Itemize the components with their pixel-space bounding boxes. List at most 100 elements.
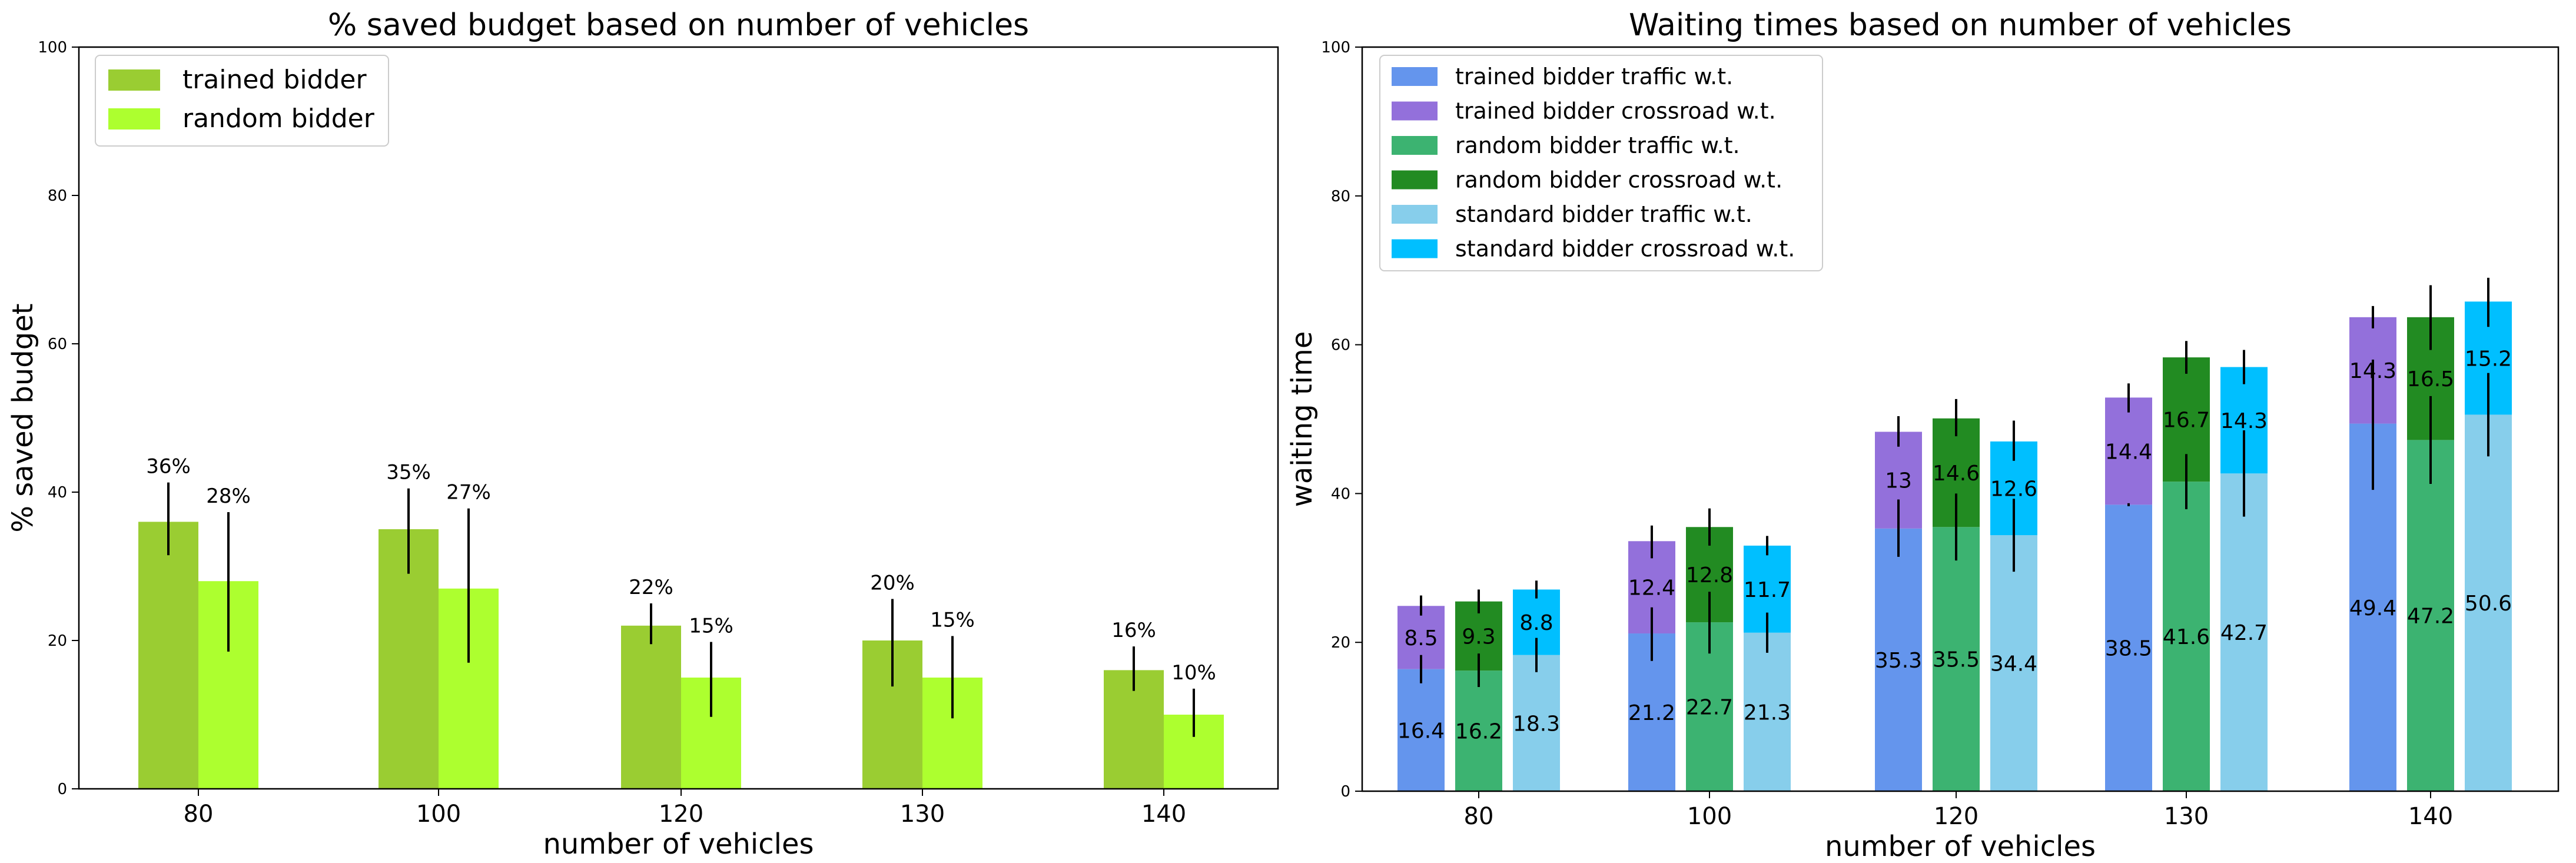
- right-crossroad-value-label: 14.4: [2105, 440, 2152, 464]
- right-bar-random-traffic: [1933, 527, 1980, 791]
- right-ytick-label: 80: [1331, 188, 1350, 205]
- left-ytick-label: 20: [48, 632, 67, 650]
- left-legend-label: random bidder: [182, 104, 375, 134]
- left-title: % saved budget based on number of vehicl…: [328, 8, 1029, 43]
- left-legend-label: trained bidder: [182, 65, 367, 95]
- left-legend-swatch: [108, 69, 160, 91]
- right-ytick-label: 60: [1331, 337, 1350, 354]
- right-traffic-value-label: 34.4: [1990, 652, 2037, 676]
- right-crossroad-value-label: 16.5: [2407, 367, 2454, 391]
- right-xtick-label: 130: [2164, 803, 2209, 830]
- right-traffic-value-label: 47.2: [2407, 605, 2454, 629]
- right-crossroad-value-label: 13: [1885, 469, 1912, 493]
- right-legend-swatch: [1392, 101, 1438, 121]
- right-xtick-label: 80: [1464, 803, 1494, 830]
- right-legend-label: standard bidder traffic w.t.: [1455, 201, 1752, 227]
- right-bar-trained-crossroad: [2105, 397, 2152, 505]
- right-crossroad-value-label: 16.7: [2163, 409, 2210, 433]
- right-chart-waiting-times: Waiting times based on number of vehicle…: [1286, 8, 2560, 863]
- right-crossroad-value-label: 14.6: [1933, 462, 1980, 486]
- left-bar-trained: [138, 522, 198, 789]
- left-data-label: 16%: [1111, 619, 1156, 642]
- left-axes-frame: [78, 46, 1279, 790]
- right-traffic-value-label: 50.6: [2465, 592, 2512, 616]
- left-data-label: 35%: [386, 461, 431, 484]
- left-ytick-label: 100: [38, 39, 67, 57]
- right-xtick-label: 100: [1687, 803, 1732, 830]
- right-xlabel: number of vehicles: [1825, 830, 2096, 863]
- right-legend-label: random bidder crossroad w.t.: [1455, 167, 1782, 193]
- right-traffic-value-label: 22.7: [1686, 696, 1733, 720]
- right-bar-standard-traffic: [1744, 632, 1791, 791]
- right-bar-random-traffic: [2407, 440, 2454, 791]
- left-xtick-label: 80: [184, 801, 214, 828]
- left-data-label: 36%: [146, 455, 191, 479]
- left-xtick-label: 100: [416, 801, 461, 828]
- right-legend-swatch: [1392, 136, 1438, 155]
- right-legend-box: [1379, 55, 1823, 271]
- right-traffic-value-label: 16.2: [1455, 720, 1502, 744]
- left-chart-budget: % saved budget based on number of vehicl…: [6, 8, 1279, 861]
- right-legend-label: random bidder traffic w.t.: [1455, 132, 1740, 158]
- right-traffic-value-label: 49.4: [2349, 596, 2396, 620]
- left-legend-swatch: [108, 108, 160, 130]
- right-crossroad-value-label: 12.8: [1686, 563, 1733, 587]
- left-ytick-label: 60: [48, 336, 67, 353]
- right-traffic-value-label: 35.3: [1875, 649, 1922, 673]
- right-crossroad-value-label: 12.6: [1990, 477, 2037, 502]
- right-ytick-label: 20: [1331, 634, 1350, 652]
- right-bar-standard-traffic: [2465, 414, 2512, 791]
- right-legend: trained bidder traffic w.t. trained bidde…: [1379, 55, 1823, 271]
- right-crossroad-value-label: 12.4: [1628, 576, 1675, 600]
- left-legend-box: [95, 55, 389, 147]
- left-ytick-label: 40: [48, 484, 67, 502]
- right-bar-random-traffic: [2163, 482, 2210, 791]
- right-crossroad-value-label: 14.3: [2220, 409, 2268, 433]
- right-legend-swatch: [1392, 170, 1438, 190]
- right-traffic-value-label: 21.2: [1628, 701, 1675, 725]
- right-title: Waiting times based on number of vehicle…: [1629, 8, 2292, 43]
- right-xtick-label: 120: [1934, 803, 1979, 830]
- right-legend-swatch: [1392, 239, 1438, 258]
- right-crossroad-value-label: 9.3: [1462, 625, 1495, 649]
- right-bar-trained-traffic: [2105, 504, 2152, 791]
- right-traffic-value-label: 38.5: [2105, 637, 2152, 661]
- right-traffic-value-label: 41.6: [2163, 625, 2210, 649]
- left-legend: trained bidder random bidder: [95, 55, 389, 147]
- left-data-label: 10%: [1171, 661, 1216, 685]
- right-bar-trained-traffic: [1397, 669, 1445, 791]
- left-data-label: 20%: [870, 571, 915, 595]
- right-ylabel: waiting time: [1286, 331, 1319, 507]
- right-ytick-label: 100: [1321, 39, 1350, 57]
- right-crossroad-value-label: 14.3: [2349, 359, 2396, 383]
- right-xtick-label: 140: [2408, 803, 2453, 830]
- right-bar-standard-traffic: [1513, 655, 1560, 791]
- left-bar-trained: [621, 625, 681, 789]
- right-traffic-value-label: 42.7: [2220, 621, 2268, 645]
- left-data-label: 22%: [629, 576, 673, 599]
- right-traffic-value-label: 21.3: [1744, 701, 1791, 725]
- right-legend-swatch: [1392, 205, 1438, 224]
- left-ytick-label: 80: [48, 187, 67, 205]
- right-traffic-value-label: 35.5: [1933, 648, 1980, 672]
- right-crossroad-value-label: 8.5: [1404, 626, 1438, 650]
- left-ytick-label: 0: [57, 781, 67, 798]
- right-ytick-label: 0: [1340, 783, 1350, 801]
- right-bar-random-traffic: [1455, 671, 1502, 791]
- right-traffic-value-label: 16.4: [1397, 719, 1445, 743]
- right-legend-label: trained bidder crossroad w.t.: [1455, 98, 1776, 124]
- left-xlabel: number of vehicles: [543, 828, 814, 861]
- right-bar-standard-traffic: [2220, 473, 2268, 791]
- left-data-label: 15%: [689, 615, 733, 638]
- left-xtick-label: 120: [659, 801, 703, 828]
- right-legend-swatch: [1392, 67, 1438, 86]
- left-xtick-label: 130: [900, 801, 945, 828]
- right-traffic-value-label: 18.3: [1513, 712, 1560, 736]
- right-axes-frame: [1361, 46, 2560, 792]
- right-crossroad-value-label: 15.2: [2465, 347, 2512, 371]
- left-xtick-label: 140: [1141, 801, 1186, 828]
- right-bar-standard-traffic: [1990, 535, 2037, 791]
- right-crossroad-value-label: 8.8: [1519, 611, 1553, 635]
- right-crossroad-value-label: 11.7: [1744, 578, 1791, 602]
